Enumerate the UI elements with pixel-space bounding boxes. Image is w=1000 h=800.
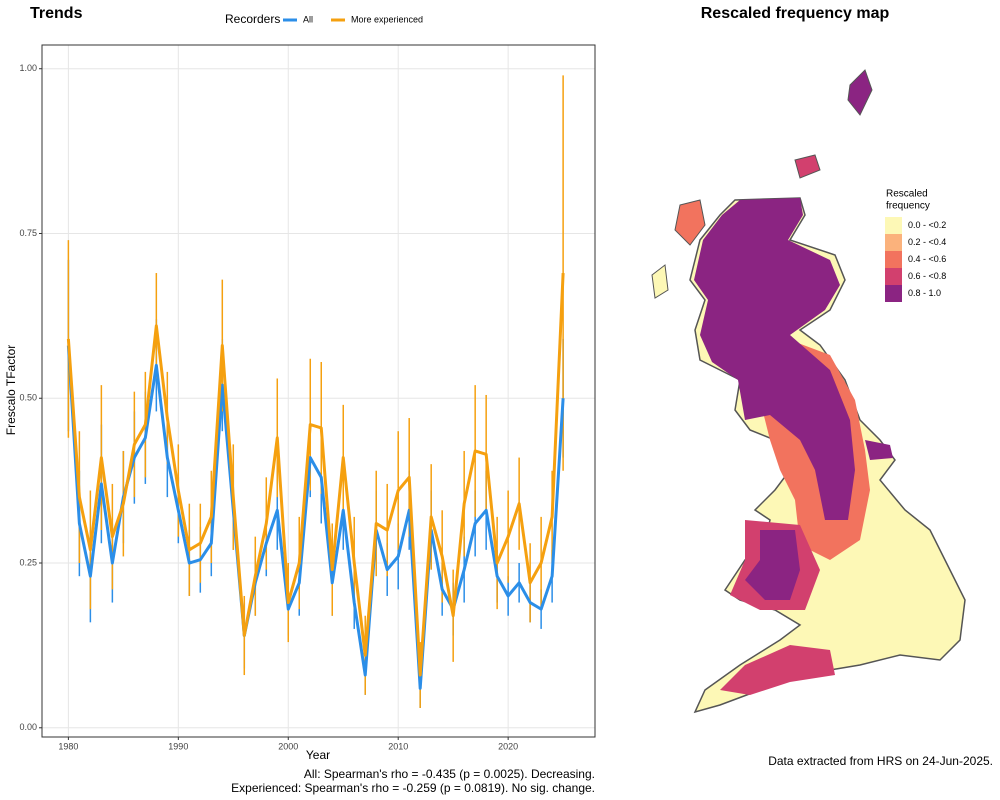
region <box>694 198 855 520</box>
map-legend-title: frequency <box>886 201 930 212</box>
x-axis-label: Year <box>306 748 330 762</box>
y-tick-label: 0.25 <box>19 557 37 567</box>
x-tick-label: 2010 <box>388 741 408 751</box>
map-legend-swatch <box>885 268 902 285</box>
region <box>865 440 893 460</box>
map-legend-label: 0.2 - <0.4 <box>908 237 946 247</box>
series-line <box>66 345 565 690</box>
footnote: Data extracted from HRS on 24-Jun-2025. <box>768 754 993 768</box>
island <box>674 199 706 246</box>
y-tick-label: 1.00 <box>19 63 37 73</box>
series-line <box>66 272 565 677</box>
map-legend-label: 0.6 - <0.8 <box>908 271 946 281</box>
map-legend-swatch <box>885 234 902 251</box>
x-tick-label: 1980 <box>58 741 78 751</box>
legend-title: Recorders <box>225 12 280 26</box>
x-tick-label: 2000 <box>278 741 298 751</box>
legend-label: More experienced <box>351 14 423 24</box>
x-tick-label: 1990 <box>168 741 188 751</box>
plot-border <box>41 44 596 738</box>
map-title: Rescaled frequency map <box>701 5 890 22</box>
island <box>651 264 669 299</box>
map-legend-label: 0.8 - 1.0 <box>908 288 941 298</box>
chart-title: Trends <box>30 5 83 22</box>
x-tick-label: 2020 <box>498 741 518 751</box>
y-tick-label: 0.50 <box>19 393 37 403</box>
map-legend-label: 0.4 - <0.6 <box>908 254 946 264</box>
plot-panel <box>42 45 595 737</box>
region <box>720 645 835 695</box>
annotation: Experienced: Spearman's rho = -0.259 (p … <box>231 781 595 795</box>
legend-label: All <box>303 14 313 24</box>
y-tick-label: 0.00 <box>19 722 37 732</box>
grid <box>42 45 595 737</box>
map <box>651 69 966 714</box>
map-legend-label: 0.0 - <0.2 <box>908 220 946 230</box>
region <box>745 530 800 600</box>
annotation: All: Spearman's rho = -0.435 (p = 0.0025… <box>304 767 595 781</box>
map-legend-swatch <box>885 217 902 234</box>
map-legend-title: Rescaled <box>886 189 928 200</box>
map-legend-swatch <box>885 285 902 302</box>
y-tick-label: 0.75 <box>19 228 37 238</box>
island <box>794 154 821 179</box>
island <box>847 69 873 116</box>
y-axis-label: Frescalo TFactor <box>4 345 18 435</box>
map-legend-swatch <box>885 251 902 268</box>
